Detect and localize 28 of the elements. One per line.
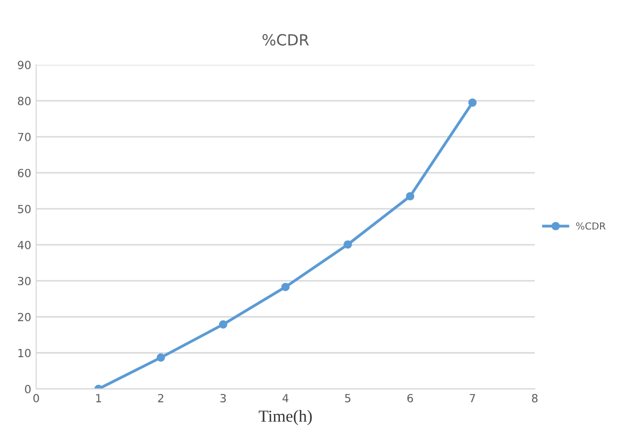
chart-title: %CDR bbox=[262, 34, 309, 46]
y-tick-label: 0 bbox=[24, 384, 31, 394]
y-tick-label: 20 bbox=[18, 312, 31, 322]
x-tick-label: 3 bbox=[220, 394, 226, 402]
point bbox=[468, 98, 477, 107]
point bbox=[406, 192, 414, 200]
x-tick-label: 4 bbox=[282, 394, 288, 402]
point bbox=[344, 240, 352, 249]
y-tick-label: 50 bbox=[18, 204, 31, 214]
x-axis-title: Time(h) bbox=[258, 410, 312, 426]
y-tick-label: 30 bbox=[18, 276, 31, 286]
y-tick-label: 80 bbox=[18, 96, 31, 106]
point bbox=[156, 353, 166, 362]
x-tick-label: 7 bbox=[470, 394, 476, 402]
y-tick-label: 90 bbox=[18, 60, 31, 70]
x-tick-label: 2 bbox=[158, 394, 164, 402]
x-tick-label: 6 bbox=[407, 394, 413, 402]
x-tick-label: 5 bbox=[345, 394, 350, 402]
y-tick-label: 40 bbox=[18, 240, 31, 250]
y-tick-label: 70 bbox=[18, 132, 31, 142]
point bbox=[218, 320, 228, 329]
x-tick-label: 1 bbox=[96, 394, 102, 402]
point bbox=[281, 282, 290, 292]
x-tick-label: 8 bbox=[532, 394, 538, 402]
y-tick-label: 10 bbox=[18, 348, 31, 358]
x-tick-label: 0 bbox=[33, 394, 39, 402]
y-tick-label: 60 bbox=[18, 168, 31, 178]
legend-label: %CDR bbox=[576, 222, 606, 230]
